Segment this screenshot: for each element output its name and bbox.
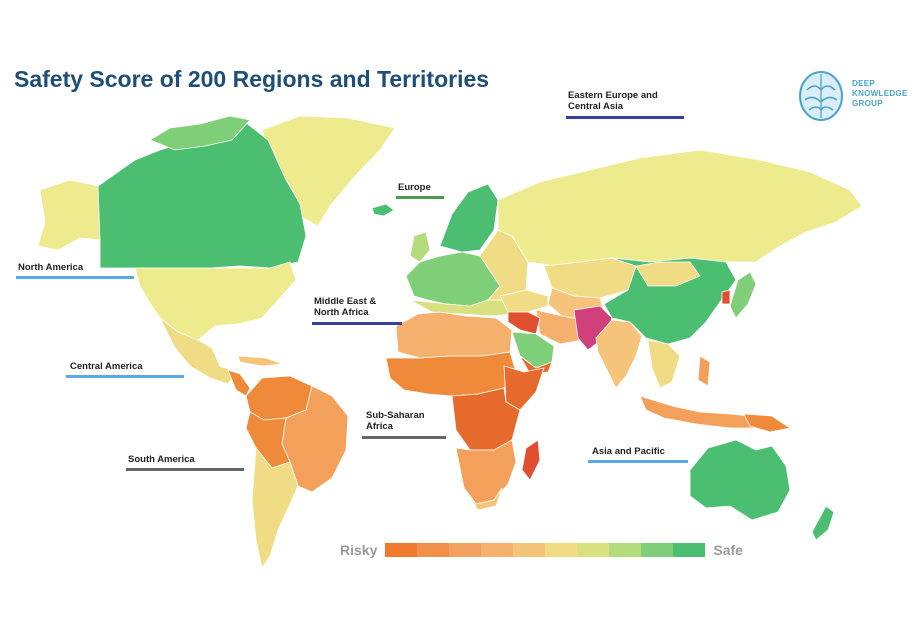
legend-safe-label: Safe — [713, 542, 743, 558]
region-alaska — [37, 179, 101, 251]
region-australia — [689, 439, 791, 521]
region-central-america — [227, 369, 251, 397]
underline-eastern-europe — [566, 116, 684, 119]
region-caribbean — [237, 355, 283, 367]
region-korea — [721, 289, 731, 305]
region-iceland — [371, 203, 395, 217]
label-sub-saharan-line-2: Africa — [366, 421, 393, 432]
region-north-africa — [395, 311, 513, 359]
region-japan — [729, 271, 757, 319]
region-mongolia — [635, 261, 701, 287]
region-southeast-asia — [647, 339, 681, 389]
legend-swatch — [513, 543, 546, 557]
region-iraq-syria — [507, 311, 541, 335]
legend-swatch — [449, 543, 482, 557]
region-new-zealand — [811, 505, 835, 541]
label-europe: Europe — [398, 182, 431, 193]
brain-icon — [799, 71, 843, 121]
underline-central-america — [66, 375, 184, 378]
logo-text: DEEP KNOWLEDGE GROUP — [852, 79, 908, 109]
map-title: Safety Score of 200 Regions and Territor… — [14, 66, 490, 92]
legend-color-scale — [385, 543, 706, 557]
label-eastern-europe: Eastern Europe and Central Asia — [568, 90, 658, 112]
region-canada-islands — [149, 115, 251, 151]
region-central-africa — [451, 387, 521, 451]
region-papua — [743, 413, 792, 433]
legend-swatch — [577, 543, 610, 557]
region-south-africa — [463, 487, 503, 511]
region-horn-of-africa — [503, 365, 545, 411]
region-india — [595, 319, 643, 389]
legend-swatch — [385, 543, 418, 557]
logo-line-3: GROUP — [852, 99, 883, 108]
legend-risky-label: Risky — [340, 542, 378, 558]
region-uk — [409, 231, 431, 263]
label-eastern-europe-line-2: Central Asia — [568, 101, 624, 112]
label-north-america: North America — [18, 262, 84, 273]
region-russia — [497, 149, 863, 267]
region-madagascar — [521, 439, 541, 481]
underline-north-america — [16, 276, 134, 279]
logo-line-2: KNOWLEDGE — [852, 89, 908, 98]
logo-line-1: DEEP — [852, 79, 875, 88]
region-southern-africa — [455, 439, 517, 505]
legend-swatch — [481, 543, 514, 557]
label-central-america: Central America — [70, 361, 143, 372]
legend-swatch — [641, 543, 674, 557]
label-eastern-europe-line-1: Eastern Europe and — [568, 90, 658, 101]
legend-swatch — [673, 543, 706, 557]
region-mexico — [159, 317, 237, 385]
label-sub-saharan-line-1: Sub-Saharan — [366, 410, 425, 421]
underline-south-america — [126, 468, 244, 471]
legend-swatch — [609, 543, 642, 557]
deep-knowledge-group-logo: DEEP KNOWLEDGE GROUP — [797, 70, 907, 126]
label-asia-pacific: Asia and Pacific — [592, 446, 665, 457]
underline-middle-east — [312, 322, 402, 325]
label-south-america: South America — [128, 454, 195, 465]
color-legend: Risky Safe — [340, 542, 743, 558]
label-middle-east-line-2: North Africa — [314, 307, 369, 318]
label-middle-east-line-1: Middle East & — [314, 296, 377, 307]
underline-asia-pacific — [588, 460, 688, 463]
region-scandinavia — [439, 183, 499, 253]
label-sub-saharan: Sub-Saharan Africa — [366, 410, 425, 432]
legend-swatch — [545, 543, 578, 557]
label-middle-east: Middle East & North Africa — [314, 296, 376, 318]
underline-sub-saharan — [362, 436, 446, 439]
legend-swatch — [417, 543, 450, 557]
underline-europe — [396, 196, 444, 199]
region-argentina-chile — [251, 446, 299, 570]
region-china — [603, 257, 737, 345]
region-usa — [134, 261, 297, 341]
region-philippines — [697, 355, 711, 387]
